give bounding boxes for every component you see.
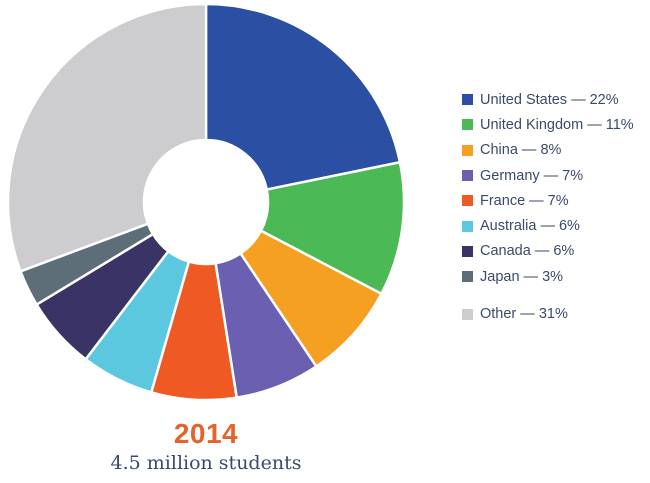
legend-item-united-kingdom: United Kingdom — 11% [462, 112, 634, 137]
legend-item-china: China — 8% [462, 138, 634, 163]
legend-label: Canada — 6% [480, 243, 575, 260]
legend-label: Japan — 3% [480, 268, 564, 285]
chart-title: 2014 [173, 418, 239, 449]
legend-item-france: France — 7% [462, 188, 634, 213]
legend-swatch [462, 170, 473, 182]
legend-swatch [462, 245, 473, 257]
legend-item-united-states: United States — 22% [462, 87, 634, 112]
legend-label: China — 8% [480, 142, 562, 159]
legend-item-canada: Canada — 6% [462, 239, 634, 264]
legend-item-australia: Australia — 6% [462, 213, 634, 238]
legend-swatch [462, 195, 473, 207]
donut-slices [6, 2, 406, 402]
chart-subtitle: 4.5 million students [110, 452, 302, 474]
legend-swatch [462, 271, 473, 283]
legend-label: Australia — 6% [480, 218, 580, 235]
legend-item-japan: Japan — 3% [462, 264, 634, 289]
slice-united-kingdom [259, 160, 406, 296]
legend-swatch [462, 144, 473, 156]
legend-label: United States — 22% [480, 91, 619, 108]
legend-item-germany: Germany — 7% [462, 163, 634, 188]
legend-swatch [462, 119, 473, 131]
legend-label: United Kingdom — 11% [480, 116, 634, 133]
slice-other [6, 2, 208, 273]
legend-label: France — 7% [480, 192, 569, 209]
legend-swatch [462, 220, 473, 232]
legend-label: Other — 31% [480, 306, 568, 323]
donut-chart [6, 2, 406, 402]
legend-swatch [462, 94, 473, 106]
legend-item-other: Other — 31% [462, 301, 634, 326]
chart-legend: United States — 22% United Kingdom — 11% C… [462, 87, 634, 327]
slice-united-states [204, 2, 402, 192]
legend-label: Germany — 7% [480, 167, 584, 184]
legend-swatch [462, 308, 473, 320]
